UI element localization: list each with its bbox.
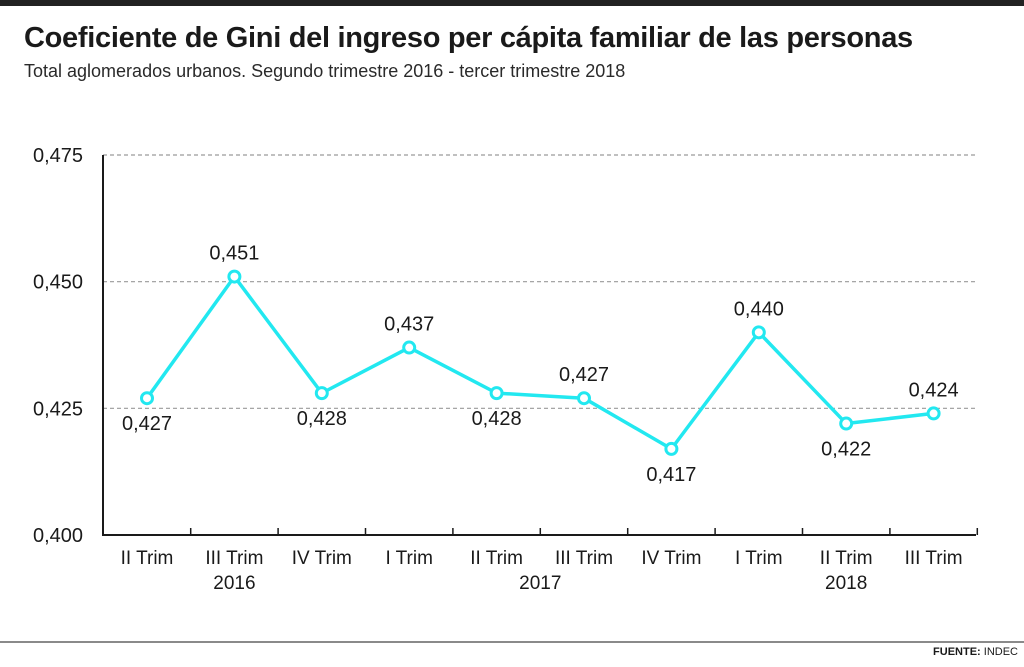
y-tick-label: 0,450 <box>33 272 83 294</box>
gini-line-chart: 0,400 0,425 0,450 0,475 II Trim III Trim IV Tr… <box>33 145 979 594</box>
data-label: 0,428 <box>297 408 347 430</box>
series-line <box>145 274 934 451</box>
data-point <box>227 269 242 284</box>
top-rule <box>0 0 1024 6</box>
data-label: 0,451 <box>209 243 259 265</box>
data-label: 0,422 <box>821 439 871 461</box>
y-tick-label: 0,400 <box>33 525 83 547</box>
data-point <box>751 325 766 340</box>
source-value: INDEC <box>983 646 1018 658</box>
data-label: 0,427 <box>559 364 609 386</box>
x-tick-label: III Trim <box>555 548 613 569</box>
data-point <box>314 386 329 401</box>
data-point <box>140 391 154 406</box>
x-tick-label: II Trim <box>820 548 873 569</box>
source-label: FUENTE: <box>933 646 981 658</box>
y-tick-label: 0,425 <box>33 398 83 420</box>
x-tick-label: IV Trim <box>641 548 701 569</box>
year-label: 2016 <box>213 573 255 594</box>
data-label: 0,440 <box>734 298 784 320</box>
data-point <box>664 441 679 456</box>
x-tick-label: II Trim <box>470 548 523 569</box>
x-tick-label: IV Trim <box>292 548 352 569</box>
data-label: 0,424 <box>909 379 959 401</box>
chart-subtitle: Total aglomerados urbanos. Segundo trime… <box>24 61 626 81</box>
data-label: 0,417 <box>646 464 696 486</box>
data-label: 0,428 <box>472 408 522 430</box>
data-point <box>489 386 504 401</box>
data-point <box>839 416 854 431</box>
x-tick-label: I Trim <box>385 548 433 569</box>
data-point <box>402 340 417 355</box>
x-tick-label: III Trim <box>205 548 263 569</box>
data-label: 0,437 <box>384 314 434 336</box>
data-label: 0,427 <box>122 413 172 435</box>
x-tick-label: II Trim <box>121 548 174 569</box>
year-label: 2017 <box>519 573 561 594</box>
data-point <box>577 391 591 406</box>
data-point <box>926 406 941 421</box>
y-tick-label: 0,475 <box>33 145 83 167</box>
x-tick-label: I Trim <box>735 548 783 569</box>
year-label: 2018 <box>825 573 867 594</box>
chart-title: Coeficiente de Gini del ingreso per cápi… <box>24 22 913 54</box>
x-tick-label: III Trim <box>905 548 963 569</box>
bottom-rule <box>0 641 1024 643</box>
source-note: FUENTE: INDEC <box>933 646 1018 658</box>
